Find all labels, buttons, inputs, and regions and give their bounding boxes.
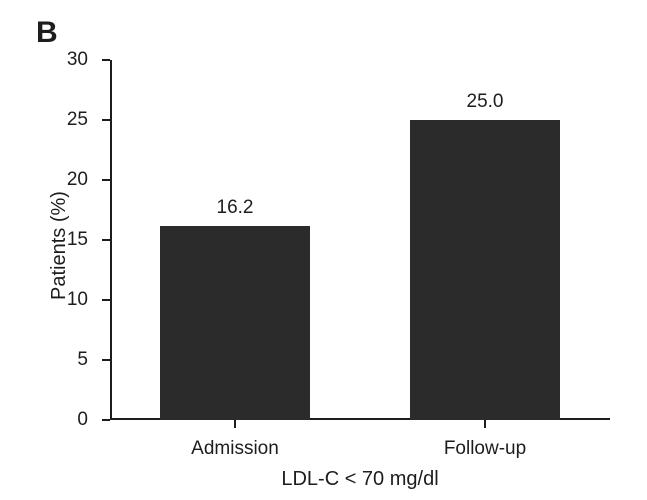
bar bbox=[160, 226, 310, 420]
y-tick-label: 0 bbox=[48, 409, 88, 431]
y-tick-label: 20 bbox=[48, 169, 88, 191]
figure-container: B Patients (%) LDL-C < 70 mg/dl 05101520… bbox=[0, 0, 647, 500]
bar-value-label: 25.0 bbox=[445, 91, 525, 113]
panel-letter: B bbox=[36, 16, 58, 50]
y-tick bbox=[102, 239, 110, 241]
y-tick bbox=[102, 299, 110, 301]
x-tick bbox=[484, 420, 486, 428]
x-tick-label: Follow-up bbox=[405, 438, 565, 460]
y-tick bbox=[102, 179, 110, 181]
y-tick bbox=[102, 59, 110, 61]
y-tick-label: 30 bbox=[48, 49, 88, 71]
x-tick-label: Admission bbox=[155, 438, 315, 460]
y-tick bbox=[102, 419, 110, 421]
y-tick-label: 10 bbox=[48, 289, 88, 311]
y-tick-label: 5 bbox=[48, 349, 88, 371]
bar bbox=[410, 120, 560, 420]
y-tick bbox=[102, 359, 110, 361]
y-tick-label: 15 bbox=[48, 229, 88, 251]
x-tick bbox=[234, 420, 236, 428]
y-tick bbox=[102, 119, 110, 121]
y-tick-label: 25 bbox=[48, 109, 88, 131]
bar-value-label: 16.2 bbox=[195, 197, 275, 219]
x-axis-title: LDL-C < 70 mg/dl bbox=[210, 468, 510, 491]
